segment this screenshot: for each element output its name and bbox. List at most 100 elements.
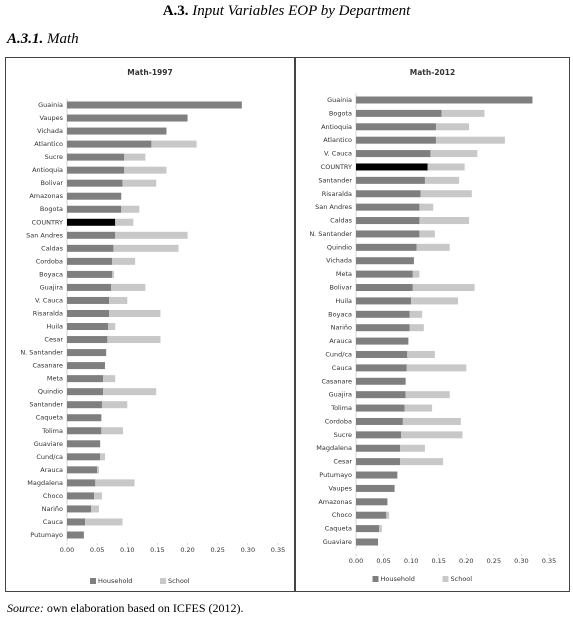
bar-segment (356, 96, 533, 104)
y-tick-label: Casanare (321, 377, 352, 385)
bar-segment (67, 257, 113, 265)
y-tick-label: Guajira (329, 391, 352, 399)
title-text: Input Variables EOP by Department (192, 3, 411, 19)
y-tick-label: Cesar (44, 336, 63, 344)
bar-segment (419, 230, 435, 238)
y-tick-label: Nariño (331, 324, 352, 332)
bar-segment (427, 163, 465, 171)
y-tick-label: Caqueta (36, 414, 63, 422)
bar-segment (103, 388, 157, 396)
bar-segment (356, 417, 403, 425)
bar-segment (67, 388, 104, 396)
bar-segment (379, 525, 382, 533)
bar-segment (67, 466, 98, 474)
legend-swatch (372, 576, 379, 582)
bar-segment (67, 427, 102, 435)
y-tick-label: Antioquia (32, 166, 63, 174)
x-tick-label: 0.20 (180, 546, 194, 554)
bar-segment (412, 270, 420, 278)
chart-panel: Math-2012 0.00 0.05 0.10 0.15 0.20 0.25 0.30 0.3… (295, 57, 570, 592)
bar-segment (67, 323, 108, 331)
y-tick-label: Amazonas (29, 192, 63, 200)
bar-segment (67, 531, 84, 539)
bar-segment (111, 283, 146, 291)
bar-segment (100, 453, 105, 461)
legend-label: School (451, 575, 473, 583)
bar-segment (67, 270, 113, 278)
bar-segment (420, 190, 472, 198)
bar-segment (356, 123, 436, 131)
y-tick-label: N. Santander (309, 230, 352, 238)
bar-segment (401, 431, 463, 439)
bar-segment (67, 192, 122, 200)
y-tick-label: Putumayo (30, 531, 63, 539)
bar-segment (402, 417, 461, 425)
bar-segment (109, 309, 161, 317)
bar-segment (67, 336, 108, 344)
y-tick-label: Cund/ca (325, 350, 352, 358)
bar-segment (404, 404, 433, 412)
y-tick-label: Quindio (38, 388, 63, 396)
x-tick-label: 0.05 (90, 546, 104, 554)
bar-segment (435, 123, 470, 131)
x-tick-label: 0.00 (349, 557, 363, 565)
y-tick-label: Huila (46, 323, 63, 331)
bar-segment (400, 458, 444, 466)
legend-swatch (442, 576, 449, 582)
y-tick-label: Meta (47, 375, 63, 383)
bar-segment (85, 518, 123, 526)
bar-segment (67, 114, 188, 122)
bar-segment (356, 150, 431, 158)
bar-segment (356, 431, 402, 439)
y-tick-label: San Andres (26, 231, 64, 239)
y-tick-label: Atlantico (323, 136, 352, 144)
bar-segment (356, 377, 406, 385)
x-tick-label: 0.35 (542, 557, 556, 565)
bar-segment (67, 205, 122, 213)
bar-segment (67, 179, 123, 187)
y-tick-label: Magdalena (316, 444, 352, 452)
bar-segment (67, 283, 112, 291)
y-tick-label: N. Santander (20, 349, 63, 357)
bar-segment (121, 205, 140, 213)
bar-segment (67, 518, 86, 526)
chart-title: Math-2012 (410, 68, 455, 77)
x-tick-label: 0.25 (487, 557, 501, 565)
bar-segment (97, 466, 99, 474)
bar-segment (356, 364, 407, 372)
bar-segment (356, 217, 420, 225)
chart: Math-2012 0.00 0.05 0.10 0.15 0.20 0.25 0.30 0.3… (309, 68, 556, 583)
bar-segment (67, 401, 102, 409)
bar-segment (412, 284, 475, 292)
y-tick-label: Caqueta (325, 525, 352, 533)
bar-segment (406, 364, 467, 372)
bar-segment (101, 427, 124, 435)
x-tick-label: 0.30 (241, 546, 255, 554)
bar-segment (356, 310, 410, 318)
y-tick-label: Bogota (40, 205, 63, 213)
y-tick-label: Quindio (327, 243, 352, 251)
y-tick-label: Casanare (32, 362, 63, 370)
y-tick-label: Meta (336, 270, 352, 278)
bar-segment (115, 218, 134, 226)
bar-segment (409, 324, 424, 332)
bar-segment (411, 297, 459, 305)
bar-segment (124, 153, 146, 161)
chart: Math-1997 0.00 0.05 0.10 0.15 0.20 0.25 0.30 0.3… (20, 68, 285, 585)
y-tick-label: Bolivar (40, 179, 63, 187)
bar-segment (386, 511, 390, 519)
section-heading: A.3.1. Math (7, 31, 79, 48)
bar-segment (356, 163, 428, 171)
legend-label: Household (381, 575, 415, 583)
legend-label: Household (98, 577, 132, 585)
y-tick-label: Vaupes (39, 114, 63, 122)
bar-segment (67, 244, 114, 252)
section-text: Math (47, 31, 79, 47)
y-tick-label: Santander (29, 401, 63, 409)
y-tick-label: Tolima (330, 404, 352, 412)
y-tick-label: Magdalena (27, 479, 63, 487)
bar-segment (67, 362, 105, 370)
y-tick-label: Boyaca (328, 310, 352, 318)
y-tick-label: Choco (332, 511, 352, 519)
bar-segment (67, 140, 152, 148)
